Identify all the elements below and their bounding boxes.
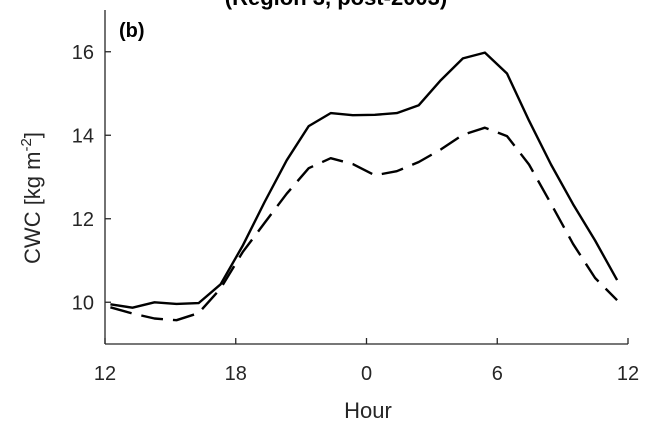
series-layer — [110, 51, 619, 322]
y-tick-label: 12 — [72, 209, 94, 231]
x-tick-label: 6 — [492, 363, 503, 385]
y-axis-title-superscript: -2 — [18, 138, 35, 151]
x-tick-label: 0 — [361, 363, 372, 385]
x-axis: 12 18 0 6 12 — [94, 338, 639, 385]
y-tick-label: 16 — [72, 42, 94, 64]
x-tick-label: 12 — [94, 363, 116, 385]
y-axis: 10 12 14 16 — [72, 10, 111, 344]
x-axis-title: Hour — [344, 398, 392, 423]
y-axis-title-close: ] — [20, 132, 45, 138]
series-dashed-line — [110, 126, 618, 322]
y-tick-label: 14 — [72, 125, 94, 147]
series-solid-line — [110, 51, 619, 309]
chart-title: (Region 3, post-2003) — [225, 0, 447, 10]
x-tick-label: 18 — [225, 363, 247, 385]
y-tick-label: 10 — [72, 292, 94, 314]
x-tick-label: 12 — [617, 363, 639, 385]
y-axis-title: CWC [kg m-2] — [18, 132, 45, 264]
y-axis-title-main: CWC [kg m — [20, 152, 45, 264]
panel-label: (b) — [119, 20, 145, 42]
